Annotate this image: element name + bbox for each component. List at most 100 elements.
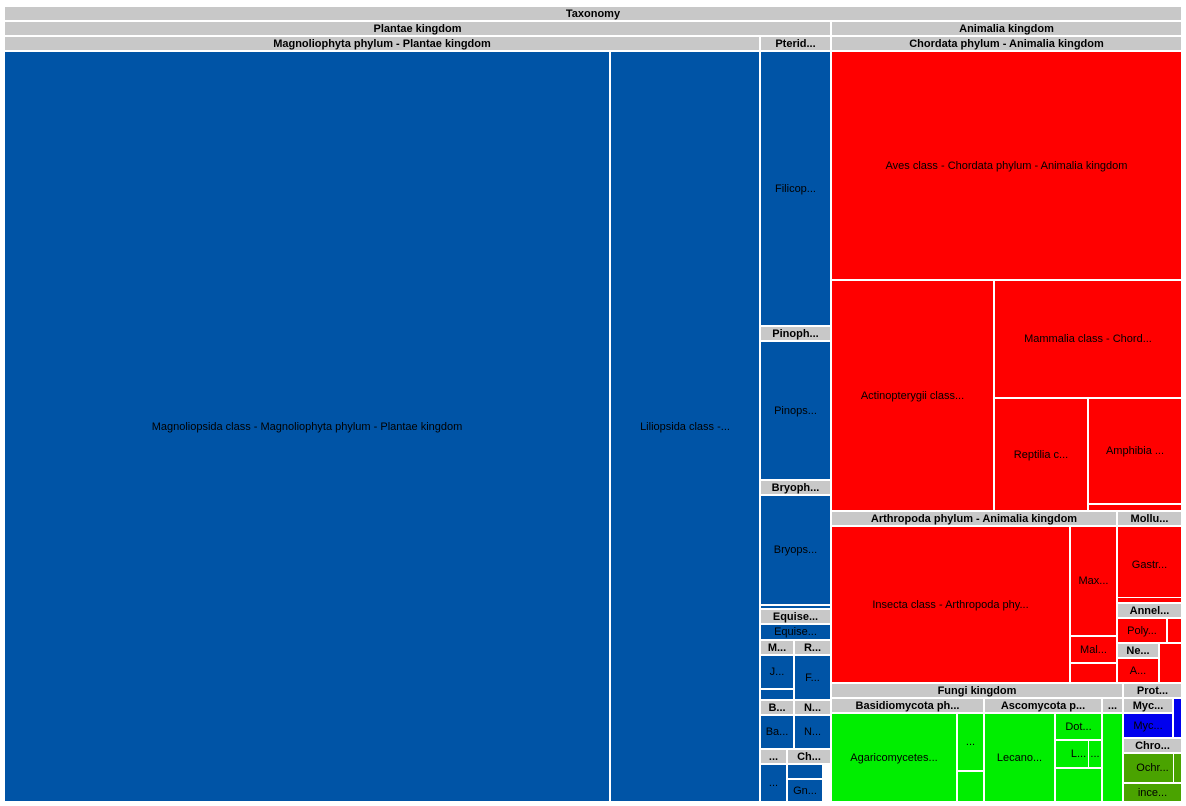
cell-label: Pinops... (774, 404, 817, 417)
cell-label: Max... (1078, 575, 1109, 587)
group-header-ascomycota-p-22[interactable]: Ascomycota p... (984, 698, 1102, 713)
cell-label: Liliopsida class -... (640, 420, 730, 433)
treemap-cell-myc-40[interactable]: Myc... (1123, 713, 1173, 738)
group-header-myc-24[interactable]: Myc... (1123, 698, 1173, 713)
treemap-cell-20[interactable] (1088, 504, 1182, 511)
treemap-cell-amphibia-19[interactable]: Amphibia ... (1088, 398, 1182, 504)
treemap-cell-5[interactable] (760, 605, 831, 609)
treemap-cell-mal-23[interactable]: Mal... (1070, 636, 1117, 663)
cell-label: Equise... (774, 626, 817, 638)
treemap-cell-26[interactable] (1117, 597, 1182, 603)
cell-label: Actinopterygii class... (860, 389, 965, 402)
group-header-23[interactable]: ... (1102, 698, 1123, 713)
group-header-b-11[interactable]: B... (760, 700, 794, 715)
cell-label: F... (805, 671, 820, 684)
group-header-ch-14[interactable]: Ch... (787, 749, 831, 764)
cell-label: L... (1070, 748, 1087, 760)
group-header-basidiomycota-ph-21[interactable]: Basidiomycota ph... (831, 698, 984, 713)
group-header-ne-18[interactable]: Ne... (1117, 643, 1159, 658)
treemap-cell-lecano-34[interactable]: Lecano... (984, 713, 1055, 802)
treemap-cell-reptilia-c-18[interactable]: Reptilia c... (994, 398, 1088, 511)
treemap-cell-ba-10[interactable]: Ba... (760, 715, 794, 749)
group-header-magnoliophyta-phylum-plantae-kingdom-3[interactable]: Magnoliophyta phylum - Plantae kingdom (4, 36, 760, 51)
treemap-cell-magnoliopsida-class-magnoliophyta-phylum-plantae-kingdom-0[interactable]: Magnoliopsida class - Magnoliophyta phyl… (4, 51, 610, 802)
treemap-cell-aves-class-chordata-phylum-animalia-kingdom-15[interactable]: Aves class - Chordata phylum - Animalia … (831, 51, 1182, 280)
treemap-cell-43[interactable] (1173, 753, 1182, 783)
treemap-cell-liliopsida-class-1[interactable]: Liliopsida class -... (610, 51, 760, 802)
cell-label: ... (768, 777, 779, 789)
treemap-cell-poly-27[interactable]: Poly... (1117, 618, 1167, 643)
treemap-cell-gastr-25[interactable]: Gastr... (1117, 526, 1182, 603)
treemap-cell-actinopterygii-class-16[interactable]: Actinopterygii class... (831, 280, 994, 511)
treemap-cell-equise-6[interactable]: Equise... (760, 624, 831, 640)
cell-label: Reptilia c... (1013, 448, 1069, 461)
treemap-cell-max-22[interactable]: Max... (1070, 526, 1117, 636)
cell-label: A... (1129, 664, 1147, 677)
cell-label: Magnoliopsida class - Magnoliophyta phyl… (151, 420, 463, 433)
group-header-r-10[interactable]: R... (794, 640, 831, 655)
treemap-cell-a-29[interactable]: A... (1117, 658, 1159, 683)
treemap-cell-30[interactable] (1159, 643, 1182, 683)
treemap-cell-f-9[interactable]: F... (794, 655, 831, 700)
treemap-cell-agaricomycetes-31[interactable]: Agaricomycetes... (831, 713, 957, 802)
group-header-chro-25[interactable]: Chro... (1123, 738, 1182, 753)
treemap-cell-gn-13[interactable]: Gn... (787, 779, 823, 802)
treemap-cell-32[interactable]: ... (957, 713, 984, 771)
group-header-equise-8[interactable]: Equise... (760, 609, 831, 624)
treemap-cell-39[interactable] (1102, 713, 1123, 802)
cell-label: Ochr... (1136, 762, 1169, 774)
group-header-chordata-phylum-animalia-kingdom-5[interactable]: Chordata phylum - Animalia kingdom (831, 36, 1182, 51)
cell-label: ... (965, 736, 976, 748)
treemap-cell-mammalia-class-chord-17[interactable]: Mammalia class - Chord... (994, 280, 1182, 398)
cell-label: Dot... (1065, 720, 1092, 733)
cell-label: Poly... (1127, 624, 1157, 637)
group-header-pinoph-6[interactable]: Pinoph... (760, 326, 831, 341)
group-header-fungi-kingdom-19[interactable]: Fungi kingdom (831, 683, 1123, 698)
treemap-cell-n-11[interactable]: N... (794, 715, 831, 749)
treemap-cell-14[interactable] (787, 764, 823, 779)
cell-label: Insecta class - Arthropoda phy... (872, 598, 1029, 611)
group-header-pterid-4[interactable]: Pterid... (760, 36, 831, 51)
cell-label: Agaricomycetes... (850, 751, 938, 764)
treemap-cell-ince-44[interactable]: ince... (1123, 783, 1182, 802)
cell-label: Filicop... (775, 182, 816, 195)
cell-label: ... (1090, 748, 1100, 760)
treemap-cell-insecta-class-arthropoda-phy-21[interactable]: Insecta class - Arthropoda phy... (831, 526, 1070, 683)
group-header-taxonomy-0[interactable]: Taxonomy (4, 6, 1182, 21)
treemap-cell-28[interactable] (1167, 618, 1182, 643)
cell-label: Mammalia class - Chord... (1024, 333, 1152, 345)
treemap-cell-8[interactable] (760, 689, 794, 700)
group-header-mollu-16[interactable]: Mollu... (1117, 511, 1182, 526)
treemap-cell-bryops-4[interactable]: Bryops... (760, 495, 831, 605)
cell-label: Gastr... (1131, 558, 1168, 571)
cell-label: Gn... (793, 784, 817, 797)
treemap-cell-pinops-3[interactable]: Pinops... (760, 341, 831, 480)
group-header-annel-17[interactable]: Annel... (1117, 603, 1182, 618)
cell-label: Lecano... (996, 751, 1043, 764)
treemap-cell-41[interactable] (1173, 698, 1182, 738)
group-header-13[interactable]: ... (760, 749, 787, 764)
group-header-arthropoda-phylum-animalia-kingdom-15[interactable]: Arthropoda phylum - Animalia kingdom (831, 511, 1117, 526)
group-header-plantae-kingdom-1[interactable]: Plantae kingdom (4, 21, 831, 36)
treemap-cell-38[interactable] (1055, 768, 1102, 802)
cell-label: J... (769, 666, 785, 678)
group-header-prot-20[interactable]: Prot... (1123, 683, 1182, 698)
treemap-cell-dot-35[interactable]: Dot... (1055, 713, 1102, 740)
group-header-animalia-kingdom-2[interactable]: Animalia kingdom (831, 21, 1182, 36)
treemap-cell-ochr-42[interactable]: Ochr... (1123, 753, 1182, 783)
cell-label: Bryops... (773, 544, 818, 556)
treemap-cell-24[interactable] (1070, 663, 1117, 683)
treemap-cell-j-7[interactable]: J... (760, 655, 794, 689)
cell-label: Myc... (1133, 719, 1163, 732)
treemap-cell-12[interactable]: ... (760, 764, 787, 802)
cell-label: Amphibia ... (1105, 445, 1165, 457)
cell-label: Ba... (765, 726, 789, 738)
group-header-n-12[interactable]: N... (794, 700, 831, 715)
treemap-cell-37[interactable]: ... (1088, 740, 1102, 768)
treemap-cell-33[interactable] (957, 771, 984, 802)
treemap-cell-filicop-2[interactable]: Filicop... (760, 51, 831, 326)
cell-label: ince... (1137, 786, 1168, 799)
group-header-m-9[interactable]: M... (760, 640, 794, 655)
group-header-bryoph-7[interactable]: Bryoph... (760, 480, 831, 495)
